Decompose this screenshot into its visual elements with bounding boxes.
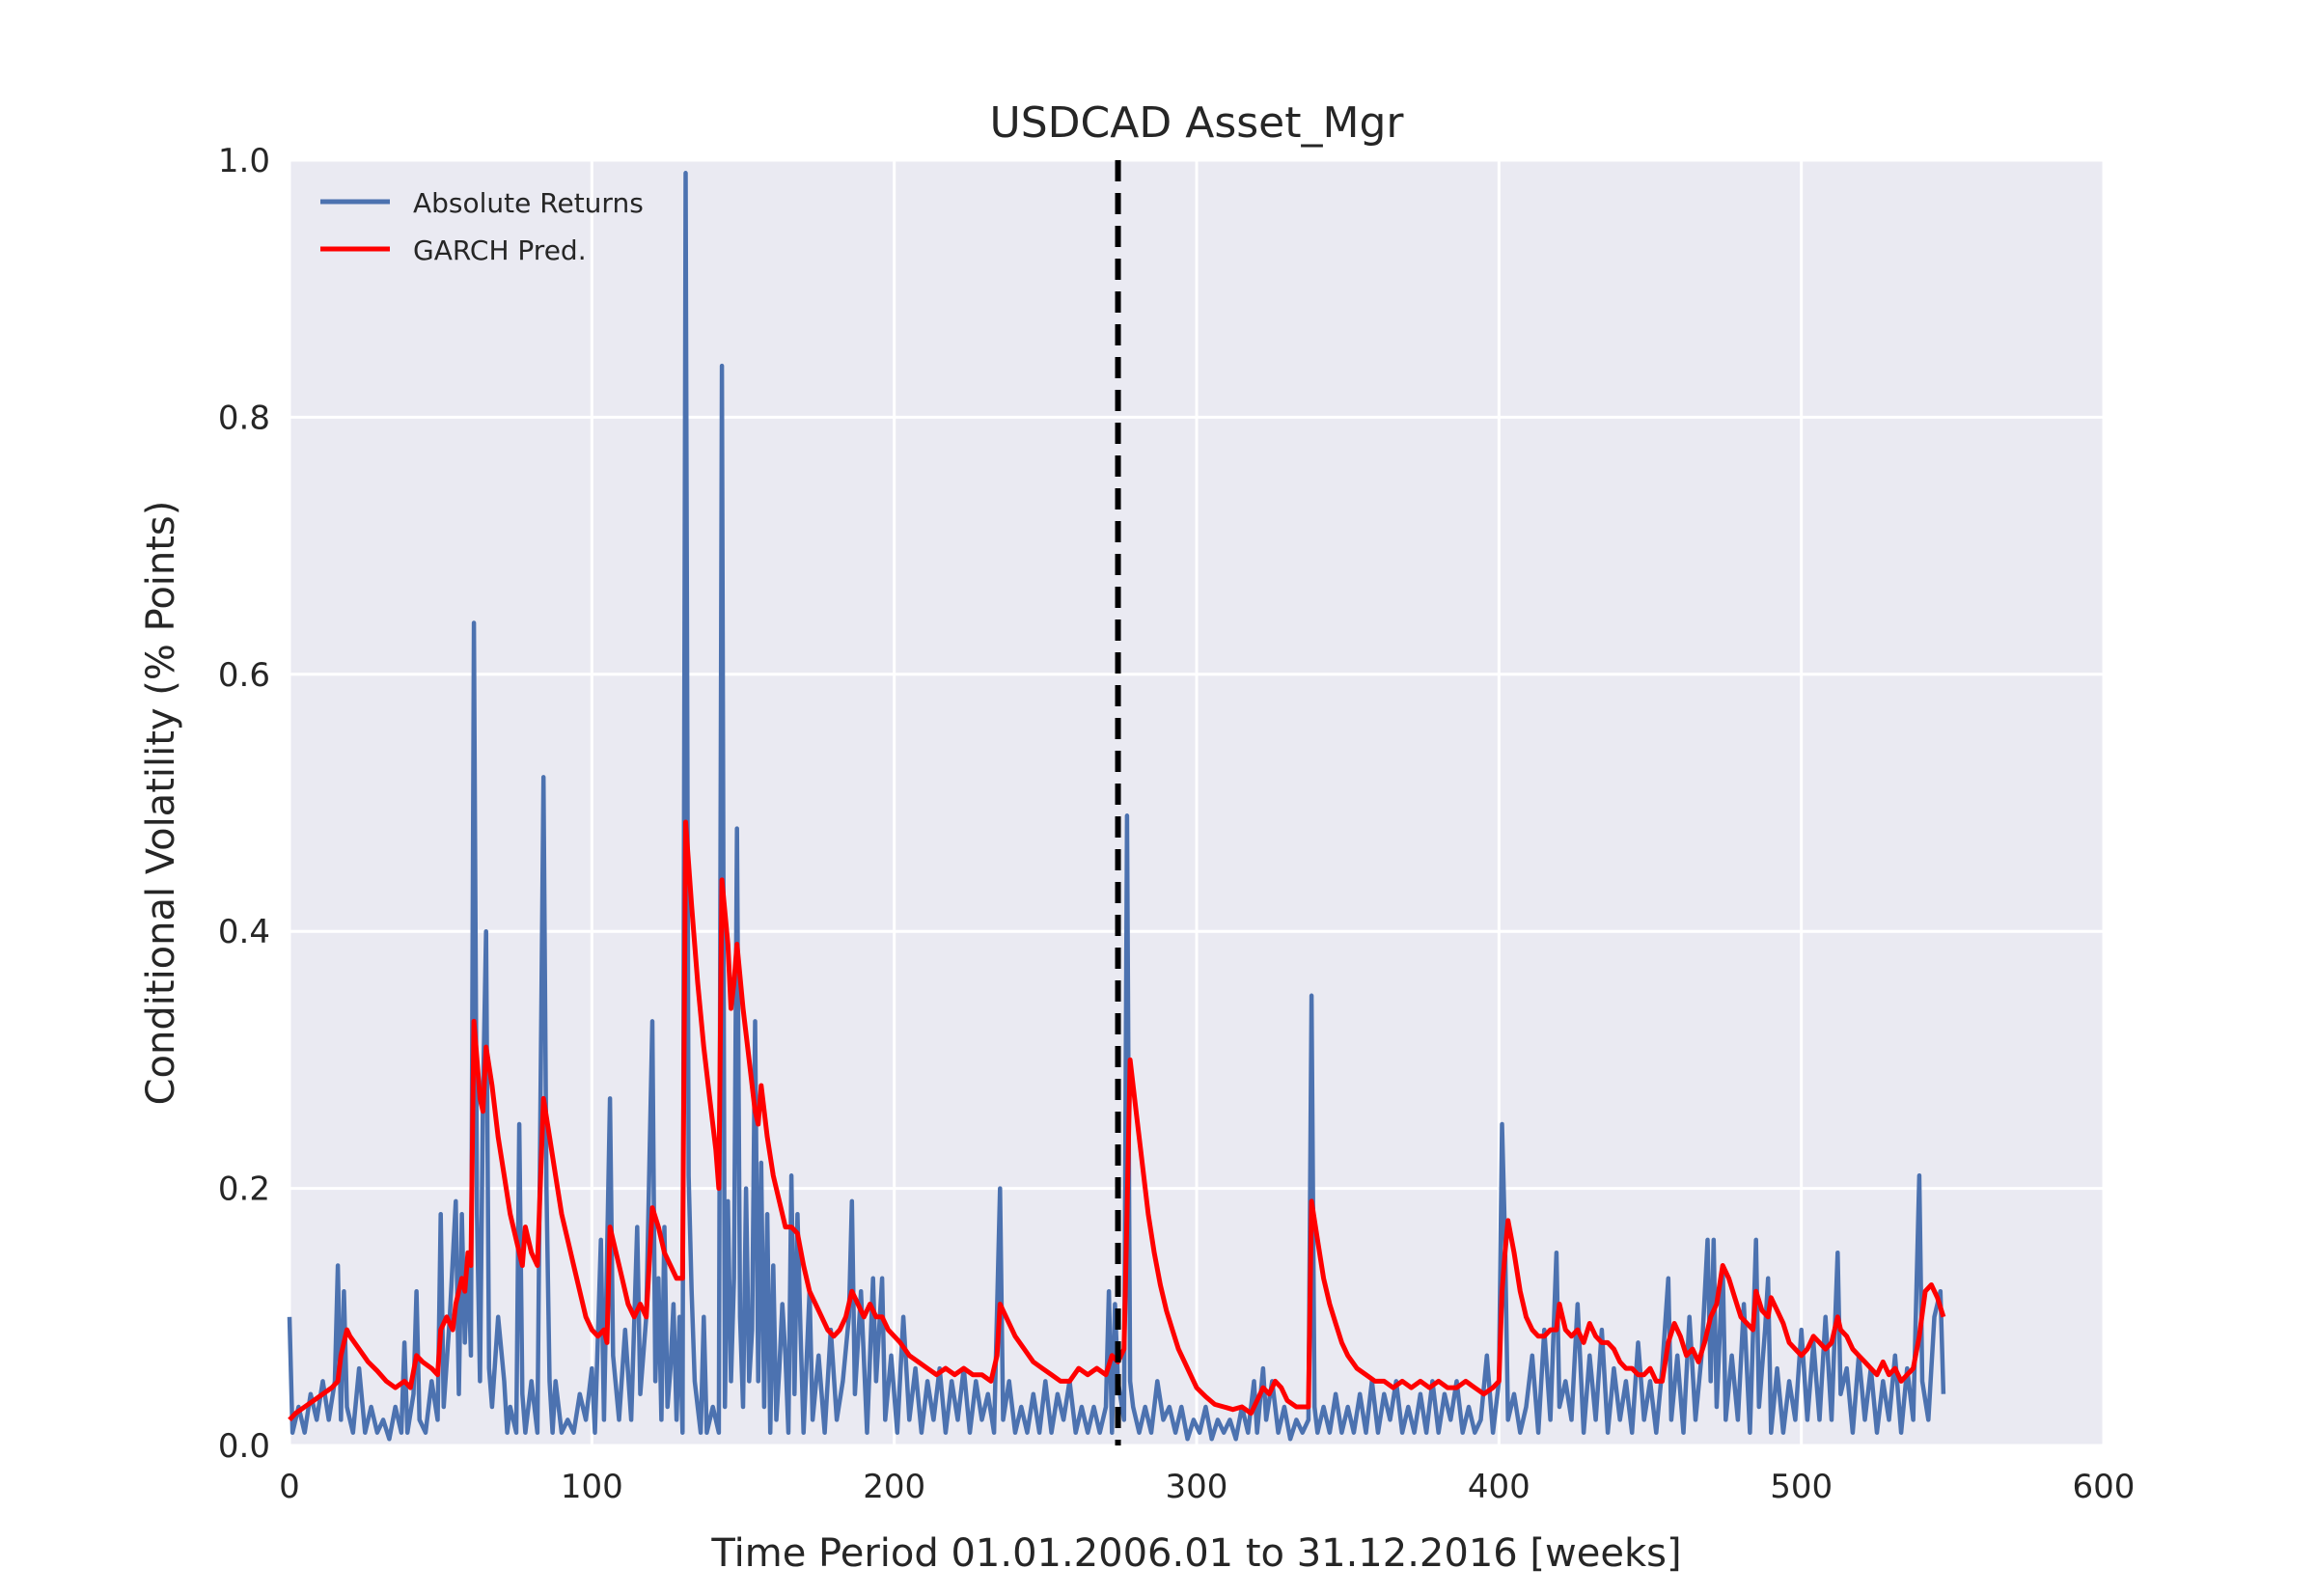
y-tick-label: 0.8 (218, 399, 270, 437)
x-axis-label: Time Period 01.01.2006.01 to 31.12.2016 … (710, 1531, 1681, 1576)
x-tick-label: 200 (863, 1468, 925, 1506)
y-tick-label: 0.2 (218, 1170, 270, 1209)
y-tick-label: 0.0 (218, 1427, 270, 1466)
chart-title: USDCAD Asset_Mgr (990, 98, 1405, 148)
tick-labels: 0 100 200 300 400 500 600 0.0 0.2 0.4 0.6 0.8 1.0 (218, 142, 2136, 1506)
y-axis-label: Conditional Volatility (% Points) (139, 501, 183, 1106)
x-tick-label: 400 (1468, 1468, 1530, 1506)
y-tick-label: 0.4 (218, 913, 270, 951)
x-tick-label: 300 (1166, 1468, 1228, 1506)
x-tick-label: 0 (279, 1468, 300, 1506)
series-layer (287, 171, 1946, 1442)
x-tick-label: 600 (2073, 1468, 2136, 1506)
y-tick-label: 1.0 (218, 142, 270, 180)
series-line-garch-pred (288, 819, 1946, 1422)
legend-label-absolute-returns: Absolute Returns (413, 187, 644, 219)
y-tick-label: 0.6 (218, 656, 270, 695)
legend: Absolute Returns GARCH Pred. (320, 187, 644, 266)
x-tick-label: 500 (1770, 1468, 1833, 1506)
x-tick-label: 100 (561, 1468, 623, 1506)
series-line-absolute-returns (287, 171, 1946, 1442)
grid-lines (288, 158, 2106, 1447)
legend-label-garch-pred: GARCH Pred. (413, 234, 587, 266)
